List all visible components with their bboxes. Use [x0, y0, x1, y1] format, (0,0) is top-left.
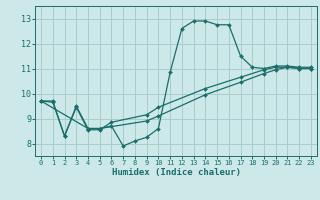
X-axis label: Humidex (Indice chaleur): Humidex (Indice chaleur)	[111, 168, 241, 177]
